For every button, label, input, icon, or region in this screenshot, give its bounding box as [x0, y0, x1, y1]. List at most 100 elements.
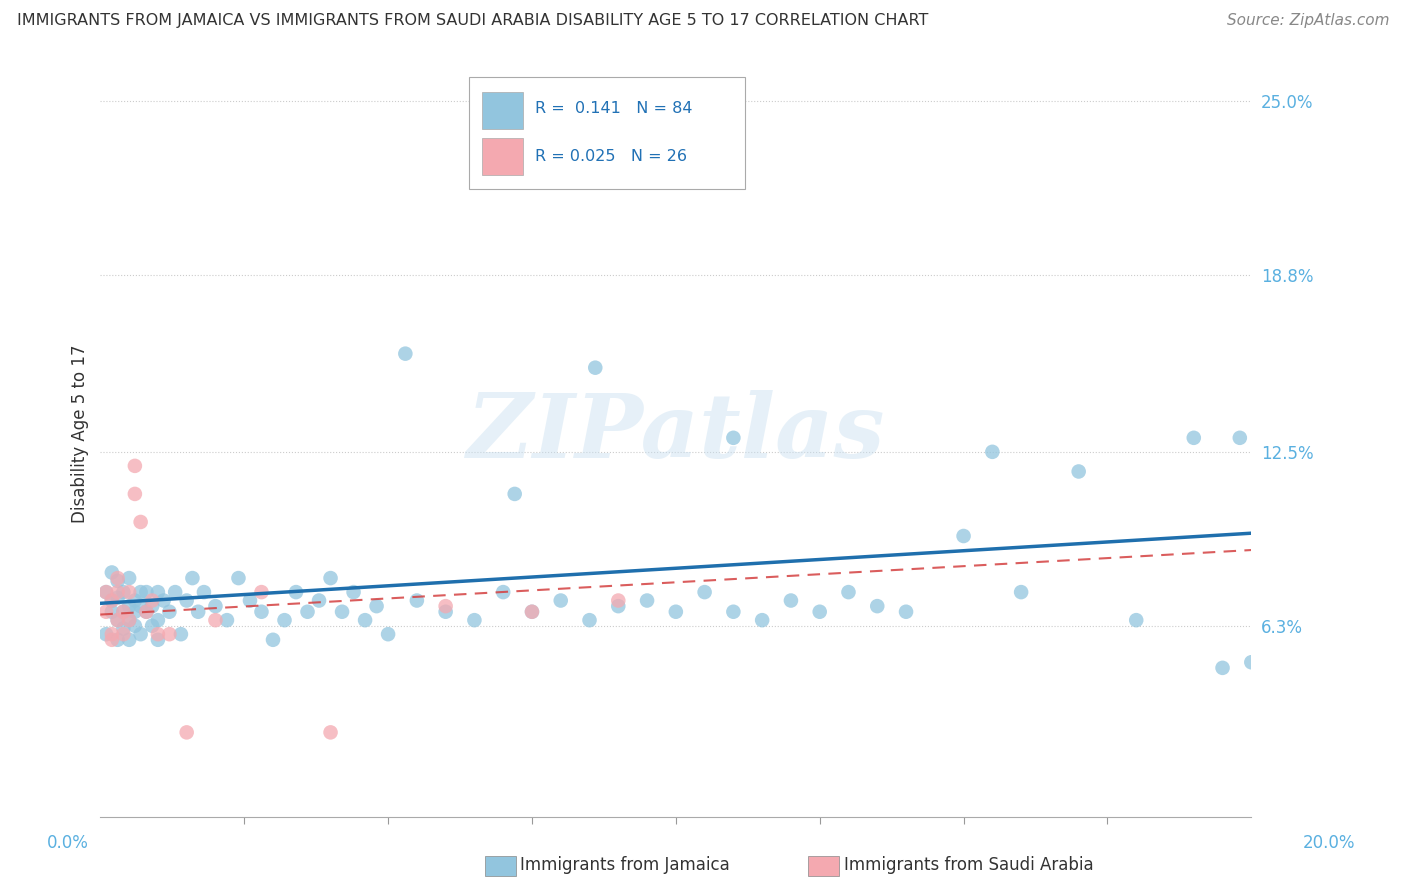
Point — [146, 585, 169, 599]
Point — [135, 605, 157, 619]
Point — [118, 599, 141, 614]
Text: 0.0%: 0.0% — [46, 834, 89, 852]
Point — [129, 599, 152, 614]
Point — [981, 445, 1004, 459]
Point — [146, 613, 169, 627]
Text: Source: ZipAtlas.com: Source: ZipAtlas.com — [1226, 13, 1389, 29]
Point — [107, 613, 129, 627]
Point — [94, 627, 117, 641]
Point — [124, 593, 146, 607]
Point — [124, 619, 146, 633]
Point — [1212, 661, 1234, 675]
Point — [187, 605, 209, 619]
Point — [434, 605, 457, 619]
Point — [354, 613, 377, 627]
Point — [94, 585, 117, 599]
Point — [112, 627, 135, 641]
Point — [215, 613, 238, 627]
Text: 20.0%: 20.0% — [1302, 834, 1355, 852]
Point — [866, 599, 889, 614]
Bar — [482, 138, 523, 175]
Point — [112, 585, 135, 599]
Point — [520, 605, 543, 619]
Point — [1125, 613, 1147, 627]
Point — [157, 605, 180, 619]
Point — [607, 599, 630, 614]
Point — [578, 613, 600, 627]
Point — [837, 585, 859, 599]
Point — [101, 566, 124, 580]
Point — [176, 725, 198, 739]
Point — [330, 605, 353, 619]
Point — [118, 571, 141, 585]
Point — [112, 622, 135, 636]
Point — [583, 360, 606, 375]
Point — [141, 619, 163, 633]
Point — [146, 632, 169, 647]
Point — [297, 605, 319, 619]
Point — [273, 613, 295, 627]
Point — [780, 593, 803, 607]
Point — [342, 585, 364, 599]
Point — [366, 599, 388, 614]
Point — [723, 431, 745, 445]
Point — [107, 632, 129, 647]
Point — [165, 585, 187, 599]
Point — [94, 605, 117, 619]
Point — [101, 593, 124, 607]
Point — [952, 529, 974, 543]
Point — [405, 593, 427, 607]
Y-axis label: Disability Age 5 to 17: Disability Age 5 to 17 — [72, 344, 89, 523]
Text: ZIPatlas: ZIPatlas — [467, 391, 884, 477]
Point — [492, 585, 515, 599]
Point — [101, 605, 124, 619]
Point — [193, 585, 215, 599]
Point — [129, 515, 152, 529]
Point — [808, 605, 831, 619]
Point — [107, 613, 129, 627]
Point — [157, 627, 180, 641]
Point — [377, 627, 399, 641]
Point — [124, 458, 146, 473]
Point — [204, 599, 226, 614]
Point — [308, 593, 330, 607]
Point — [124, 605, 146, 619]
Point — [118, 585, 141, 599]
Point — [118, 613, 141, 627]
Point — [118, 613, 141, 627]
Point — [434, 599, 457, 614]
Text: R = 0.025   N = 26: R = 0.025 N = 26 — [536, 149, 688, 164]
Point — [107, 571, 129, 585]
Point — [723, 605, 745, 619]
Point — [394, 346, 416, 360]
Point — [101, 632, 124, 647]
Point — [204, 613, 226, 627]
Point — [135, 585, 157, 599]
Point — [894, 605, 917, 619]
Point — [141, 593, 163, 607]
Point — [1182, 431, 1205, 445]
Point — [94, 585, 117, 599]
Point — [170, 627, 193, 641]
FancyBboxPatch shape — [468, 78, 745, 188]
Point — [129, 585, 152, 599]
Point — [107, 585, 129, 599]
Point — [112, 605, 135, 619]
Point — [146, 627, 169, 641]
Point — [550, 593, 572, 607]
Point — [107, 574, 129, 588]
Point — [520, 605, 543, 619]
Point — [129, 627, 152, 641]
Point — [135, 605, 157, 619]
Point — [693, 585, 716, 599]
Point — [285, 585, 308, 599]
Point — [101, 593, 124, 607]
Point — [665, 605, 688, 619]
Point — [181, 571, 204, 585]
Point — [1067, 465, 1090, 479]
Bar — [482, 92, 523, 128]
Point — [1240, 655, 1263, 669]
Point — [751, 613, 773, 627]
Point — [1010, 585, 1032, 599]
Point — [607, 593, 630, 607]
